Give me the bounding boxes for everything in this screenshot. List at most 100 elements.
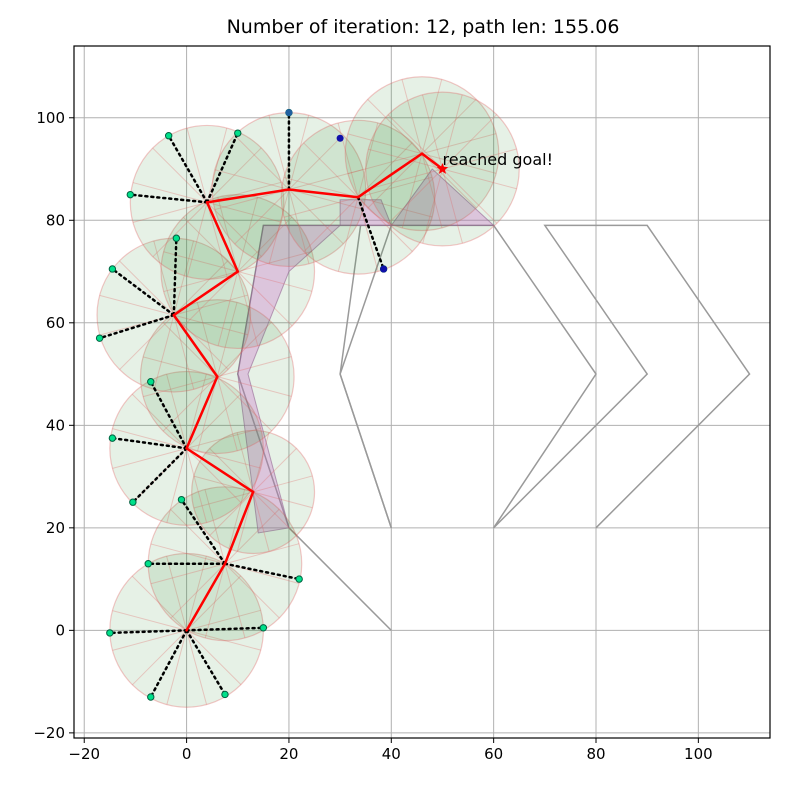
node-spoke (303, 142, 359, 198)
node-spoke (421, 98, 477, 154)
node-spoke (150, 563, 226, 585)
node-spoke (173, 314, 249, 336)
node-spoke (288, 189, 310, 264)
node-spoke (252, 432, 270, 493)
node-spoke (193, 491, 254, 509)
node-spoke (173, 314, 195, 390)
node-spoke (152, 201, 208, 258)
node-spoke (236, 432, 254, 493)
node-spoke (166, 448, 188, 523)
node-spoke (196, 302, 218, 377)
node-spoke (204, 489, 226, 564)
node-spoke (216, 376, 238, 451)
node-spoke (186, 448, 242, 504)
node-spoke (252, 491, 270, 552)
node-spoke (206, 147, 262, 203)
node-spoke (142, 356, 218, 378)
node-spoke (368, 168, 443, 190)
node-spoke (442, 168, 517, 190)
node-spoke (237, 197, 258, 272)
node-spoke (214, 169, 290, 191)
node-spoke (173, 260, 229, 316)
node-spoke (421, 94, 443, 170)
node-spoke (357, 196, 433, 218)
plot-frame (73, 45, 771, 739)
node-spoke (206, 201, 262, 257)
branch-edge (131, 447, 188, 504)
node-spoke (216, 321, 272, 377)
x-tick-label: 20 (279, 745, 298, 763)
node-spoke (132, 201, 208, 223)
node-spoke (183, 271, 239, 327)
node-spoke (401, 153, 423, 229)
node-spoke (162, 321, 218, 377)
node-spoke (152, 147, 208, 203)
node-spoke (186, 575, 242, 631)
node-spoke (216, 302, 238, 377)
node-spoke (357, 142, 413, 198)
x-tick-label: 100 (684, 745, 713, 763)
node-spoke (237, 216, 293, 272)
node-spoke (224, 563, 280, 619)
node-spoke (186, 555, 207, 631)
node-spoke (268, 189, 290, 264)
node-spoke (387, 168, 443, 224)
branch-edge (356, 195, 385, 271)
y-tick-label: 0 (55, 621, 65, 639)
node-spoke (214, 189, 290, 211)
node-spoke (387, 114, 443, 170)
branch-edge (149, 380, 188, 450)
node-spoke (367, 153, 423, 209)
sample-point (129, 498, 137, 506)
node-spoke (421, 153, 477, 209)
sample-point (126, 190, 134, 199)
node-spoke (166, 374, 188, 449)
sample-point (164, 132, 173, 140)
visibility-region (237, 224, 342, 534)
y-tick-label: 100 (36, 109, 65, 127)
node-spoke (237, 271, 293, 327)
path-edge (185, 447, 255, 494)
node-spoke (421, 153, 443, 229)
node-spoke (252, 448, 297, 493)
sample-point (259, 624, 268, 632)
sample-point (108, 434, 117, 442)
node-spoke (170, 563, 226, 619)
node-spoke (347, 133, 423, 155)
node-spoke (209, 448, 254, 493)
node-spoke (206, 127, 228, 203)
node-spoke (173, 240, 195, 316)
sample-point-alt (285, 109, 293, 117)
node-spoke (112, 610, 187, 631)
node-spoke (173, 314, 229, 370)
node-spoke (357, 176, 433, 198)
node-spoke (119, 314, 175, 370)
node-spoke (166, 630, 188, 705)
node-spoke (186, 202, 208, 277)
node-spoke (283, 196, 359, 218)
x-tick-label: 60 (484, 745, 503, 763)
branch-edge (223, 562, 301, 581)
path-edge (420, 152, 444, 171)
node-spoke (119, 260, 175, 316)
node-spoke (237, 271, 313, 292)
chart-title: Number of iteration: 12, path len: 155.0… (227, 16, 620, 38)
node-spoke (216, 376, 273, 432)
path-edge (223, 490, 255, 565)
path-edge (356, 152, 424, 199)
goal-annotation: reached goal! (442, 150, 553, 169)
plot-inner (74, 46, 770, 738)
node-spoke (217, 271, 239, 346)
sample-point (295, 575, 303, 583)
node-spoke (112, 629, 187, 651)
node-spoke (217, 197, 239, 272)
x-tick-label: −20 (68, 745, 100, 763)
node-spoke (347, 153, 423, 175)
node-spoke (204, 563, 226, 639)
node-spoke (337, 197, 359, 272)
x-tick-label: 40 (382, 745, 401, 763)
node-spoke (252, 475, 313, 493)
node-spoke (186, 447, 261, 469)
node-spoke (283, 176, 359, 198)
